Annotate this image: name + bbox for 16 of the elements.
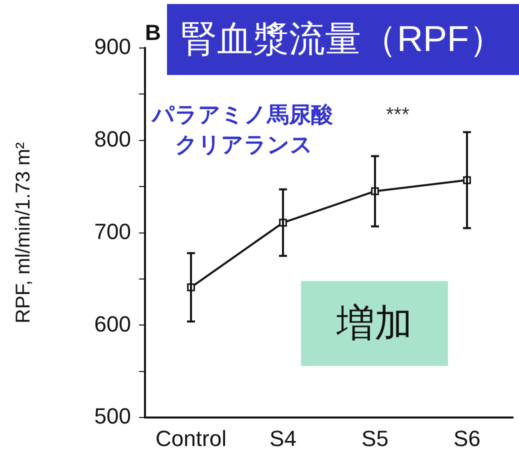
y-axis-title: RPF, ml/min/1.73 m² [12, 142, 35, 324]
x-tick-label: S6 [454, 426, 480, 451]
y-tick-label: 600 [94, 311, 131, 336]
y-tick-label: 700 [94, 218, 131, 244]
x-tick-label: Control [156, 426, 226, 451]
y-tick-label: 800 [94, 126, 131, 152]
text: B [145, 20, 161, 46]
y-tick-label: 500 [94, 404, 131, 429]
annotation: *** [386, 104, 410, 127]
annotation: パラアミノ馬尿酸 [152, 101, 333, 129]
y-tick-label: 900 [94, 34, 131, 60]
annotation: クリアランス [175, 131, 313, 159]
chart-title: 腎血漿流量（RPF） [167, 4, 519, 75]
x-tick-label: S4 [270, 426, 296, 451]
x-tick-label: S5 [362, 426, 388, 451]
annotation: 増加 [301, 281, 448, 366]
